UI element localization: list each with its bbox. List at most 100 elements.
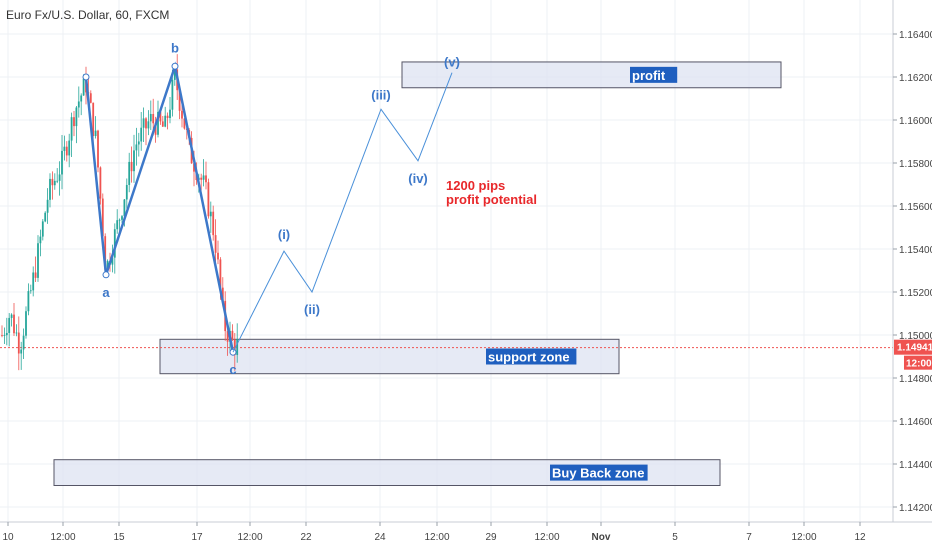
candle-body [166, 115, 169, 119]
candle-body [116, 220, 119, 230]
candle-body [80, 95, 83, 102]
candle-body [101, 198, 104, 237]
candle-body [56, 180, 59, 182]
candle-body [39, 236, 42, 244]
candle-body [183, 118, 186, 129]
abc-pivot[interactable] [102, 271, 110, 279]
abc-pivot[interactable] [171, 62, 179, 70]
candle-body [94, 130, 97, 137]
candle-body [68, 140, 71, 156]
candle-body [97, 130, 99, 168]
candle-body [41, 221, 44, 237]
candle-body [169, 109, 171, 119]
candle-body [145, 118, 147, 129]
candle-body [73, 117, 75, 127]
time-tick-label: 22 [300, 532, 312, 543]
candle-body [20, 349, 23, 354]
time-tick-label: 12 [854, 532, 866, 543]
candle-body [32, 272, 35, 291]
abc-label-c: c [229, 362, 236, 377]
time-axis[interactable]: 10 12:00 15 17 12:00 22 24 12:00 29 12:00 Nov 5 7 12:… [0, 521, 932, 543]
candle-body [51, 178, 54, 186]
candle-body [121, 216, 123, 220]
time-tick-label: 7 [746, 532, 752, 543]
candle-body [205, 175, 207, 183]
candle-body [149, 113, 152, 122]
candle-body [3, 335, 6, 336]
candle-body [111, 257, 114, 265]
zone-label: support zone [488, 350, 570, 365]
price-tick-label: 1.14600 [899, 417, 932, 428]
candle-body [63, 146, 66, 151]
candle-body [207, 182, 210, 217]
candle-body [231, 330, 234, 340]
annotation-line1: 1200 pips [446, 178, 505, 193]
candle-body [161, 121, 164, 127]
candle-body [46, 199, 49, 213]
candle-body [217, 252, 219, 260]
annotation-line2: profit potential [446, 192, 537, 207]
wave-lines[interactable] [82, 61, 453, 356]
wave-label: (ii) [304, 302, 320, 317]
candle-body [44, 212, 47, 222]
time-tick-label: 12:00 [534, 532, 559, 543]
candle-body [209, 211, 212, 217]
zone-label-bg [630, 66, 678, 83]
candle-body [49, 178, 51, 200]
time-tick-label: 29 [485, 532, 497, 543]
candle-body [214, 235, 217, 253]
candle-body [212, 211, 215, 236]
candle-body [133, 150, 135, 172]
current-price-tag[interactable] [894, 339, 932, 355]
abc-wave-line[interactable] [84, 61, 235, 353]
candle-body [106, 260, 109, 270]
candle-body [8, 317, 11, 333]
price-tick-label: 1.15000 [899, 331, 932, 342]
abc-label-a: a [102, 285, 110, 300]
candle-body [37, 243, 39, 278]
candle-body [99, 167, 102, 199]
candle-body [113, 229, 116, 258]
candle-body [82, 78, 85, 96]
candles [1, 54, 239, 371]
candle-body [221, 287, 224, 301]
current-time-value: 12:00 [906, 359, 932, 370]
candle-body [157, 111, 159, 135]
price-tick-label: 1.16200 [899, 73, 932, 84]
abc-pivot[interactable] [82, 73, 90, 81]
candle-body [77, 101, 80, 108]
candle-body [219, 259, 222, 288]
time-tick-label: 12:00 [791, 532, 816, 543]
candle-body [135, 144, 138, 151]
candle-body [118, 219, 121, 221]
candle-body [147, 121, 150, 129]
price-tick-label: 1.15400 [899, 245, 932, 256]
price-axis[interactable]: 1.16400 1.16200 1.16000 1.15800 1.15600 1.154… [892, 0, 932, 522]
price-tick-label: 1.14800 [899, 374, 932, 385]
time-tick-label: 5 [672, 532, 678, 543]
candle-body [137, 141, 140, 145]
impulse-wave-line[interactable] [232, 72, 453, 353]
price-tick-label: 1.15600 [899, 202, 932, 213]
time-tick-label: Nov [592, 532, 611, 543]
price-tick-label: 1.15800 [899, 159, 932, 170]
zone-box[interactable] [401, 61, 782, 89]
candle-body [125, 184, 128, 200]
candle-body [15, 332, 18, 334]
candle-body [154, 123, 157, 135]
candle-body [200, 177, 203, 180]
candle-body [17, 332, 20, 354]
zone-label-bg [486, 348, 577, 365]
abc-label-b: b [171, 40, 179, 55]
candle-body [173, 69, 176, 80]
price-tick-label: 1.14400 [899, 460, 932, 471]
time-tick-label: 12:00 [237, 532, 262, 543]
candle-body [164, 115, 167, 127]
candle-body [1, 335, 3, 336]
price-tick-label: 1.15200 [899, 288, 932, 299]
price-tick-label: 1.16000 [899, 116, 932, 127]
candle-body [10, 314, 13, 318]
wave-labels: a b c (i) (ii) (iii) (iv) (v) [102, 40, 460, 377]
zones[interactable]: profit support zone Buy Back zone [0, 61, 893, 487]
